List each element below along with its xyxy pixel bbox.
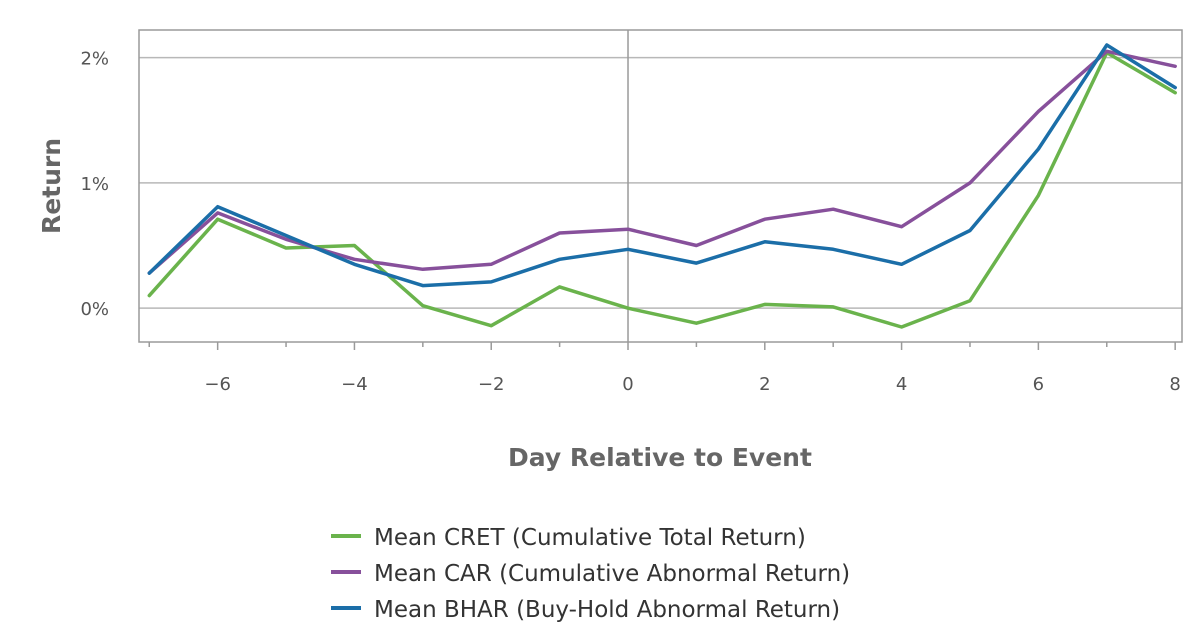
series-line-3 bbox=[147, 43, 1177, 288]
x-tick-label: 2 bbox=[759, 374, 770, 395]
x-axis-title: Day Relative to Event bbox=[508, 443, 812, 472]
x-tick-label: 8 bbox=[1169, 374, 1180, 395]
legend-item: Mean CRET (Cumulative Total Return) bbox=[331, 525, 806, 551]
x-tick-label: −4 bbox=[341, 374, 368, 395]
y-tick-label: 0% bbox=[80, 299, 109, 320]
x-tick-label: 4 bbox=[896, 374, 907, 395]
y-tick-label: 1% bbox=[80, 174, 109, 195]
legend-label: Mean CRET (Cumulative Total Return) bbox=[374, 525, 806, 551]
legend-item: Mean BHAR (Buy-Hold Abnormal Return) bbox=[331, 597, 840, 623]
axis-frame-layer bbox=[138, 29, 1183, 343]
x-tick-label: 6 bbox=[1033, 374, 1044, 395]
y-axis-title: Return bbox=[37, 138, 66, 234]
y-tick-label: 2% bbox=[80, 49, 109, 70]
x-tick-label: −6 bbox=[204, 374, 231, 395]
legend-label: Mean BHAR (Buy-Hold Abnormal Return) bbox=[374, 597, 840, 623]
series-line-1 bbox=[147, 50, 1177, 329]
legend: Mean CRET (Cumulative Total Return) Mean … bbox=[331, 525, 850, 623]
legend-item: Mean CAR (Cumulative Abnormal Return) bbox=[331, 561, 850, 587]
legend-label: Mean CAR (Cumulative Abnormal Return) bbox=[374, 561, 850, 587]
series-layer bbox=[147, 43, 1177, 329]
series-line-2 bbox=[147, 49, 1177, 275]
tick-layer: 0% 1% 2% −6 −4 −2 0 2 4 6 8 bbox=[80, 49, 1180, 395]
plot-frame bbox=[138, 29, 1183, 343]
grid-layer bbox=[139, 30, 1182, 342]
x-tick-label: 0 bbox=[622, 374, 633, 395]
x-tick-label: −2 bbox=[478, 374, 505, 395]
